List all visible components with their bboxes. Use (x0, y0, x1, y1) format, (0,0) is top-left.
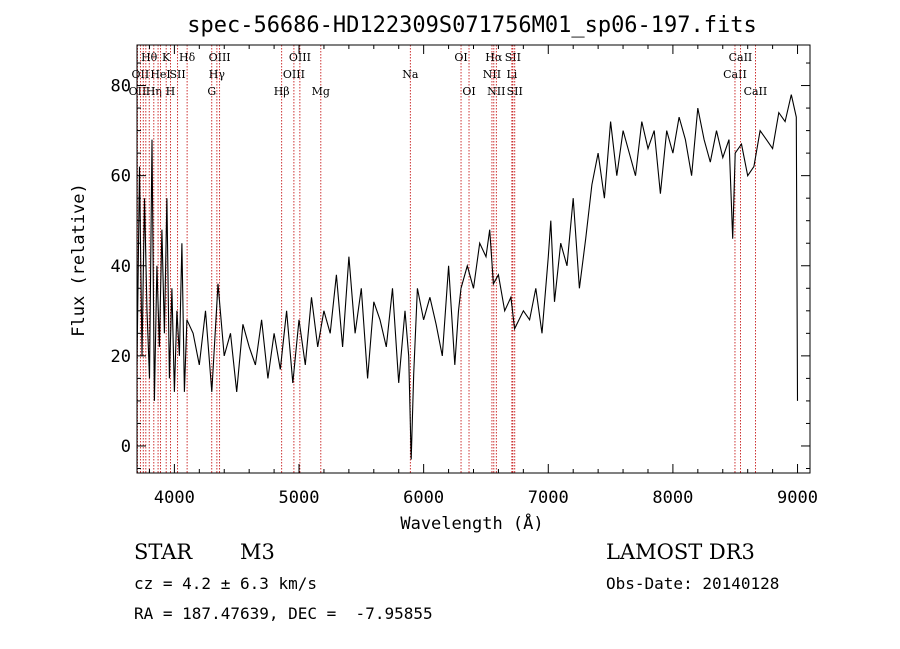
object-subclass: M3 (240, 540, 275, 564)
y-tick-label-3: 60 (111, 167, 131, 187)
line-marker-label-11: Hδ (179, 51, 196, 64)
line-marker-label-14: OIII (209, 51, 231, 64)
line-marker-label-27: SII (507, 85, 523, 98)
observation-date: Obs-Date: 20140128 (606, 574, 780, 593)
x-tick-label-2: 6000 (403, 488, 444, 508)
y-tick-label-1: 20 (111, 347, 131, 367)
line-marker-label-9: H (166, 85, 176, 98)
line-marker-label-15: Hβ (274, 85, 290, 98)
line-marker-label-24: NII (487, 85, 505, 98)
y-axis-ticks: 0 20 40 60 80 (111, 62, 810, 469)
line-marker-label-13: Hγ (209, 68, 226, 81)
line-marker-label-7: HeI (150, 68, 170, 81)
line-marker-label-28: CaII (723, 68, 747, 81)
coordinates: RA = 187.47639, DEC = -7.95855 (134, 604, 433, 623)
x-tick-label-5: 9000 (777, 488, 818, 508)
x-tick-label-1: 5000 (279, 488, 320, 508)
y-tick-label-4: 80 (111, 77, 131, 97)
line-marker-label-1: OII (132, 68, 150, 81)
chart-title: spec-56686-HD122309S071756M01_sp06-197.f… (187, 13, 757, 38)
line-marker-label-19: Na (402, 68, 419, 81)
line-marker-label-4: Hθ (141, 51, 158, 64)
line-marker-label-17: OIII (289, 51, 311, 64)
object-class: STAR (134, 540, 193, 564)
line-marker-label-20: OI (454, 51, 467, 64)
line-marker-label-22: NII (483, 68, 501, 81)
y-tick-label-0: 0 (121, 437, 131, 457)
x-axis-ticks: 4000 5000 6000 7000 8000 9000 (148, 45, 818, 508)
line-marker-label-10: SII (170, 68, 186, 81)
x-axis-label: Wavelength (Å) (400, 512, 543, 534)
spectrum-line (136, 94, 799, 460)
line-marker-label-16: OIII (283, 68, 305, 81)
line-marker-label-26: SII (505, 51, 521, 64)
line-marker-label-5: Hη (146, 85, 162, 98)
x-tick-label-4: 8000 (652, 488, 693, 508)
line-marker-label-30: CaII (744, 85, 768, 98)
line-marker-label-18: Mg (312, 85, 330, 98)
line-marker-label-25: Li (506, 68, 517, 81)
line-marker-label-8: K (162, 51, 171, 64)
emission-line-markers: OIIOIIHθHηHeIKHSIIHδGHγOIIIHβOIIIOIIIMgN… (129, 45, 768, 473)
line-marker-label-12: G (207, 85, 216, 98)
x-tick-label-3: 7000 (528, 488, 569, 508)
line-marker-label-23: Hα (485, 51, 503, 64)
survey-name: LAMOST DR3 (606, 540, 755, 564)
x-tick-label-0: 4000 (154, 488, 195, 508)
redshift-velocity: cz = 4.2 ± 6.3 km/s (134, 574, 318, 593)
plot-frame (136, 44, 811, 474)
line-marker-label-29: CaII (729, 51, 753, 64)
y-axis-label: Flux (relative) (69, 183, 89, 337)
line-marker-label-21: OI (462, 85, 475, 98)
y-tick-label-2: 40 (111, 257, 131, 277)
